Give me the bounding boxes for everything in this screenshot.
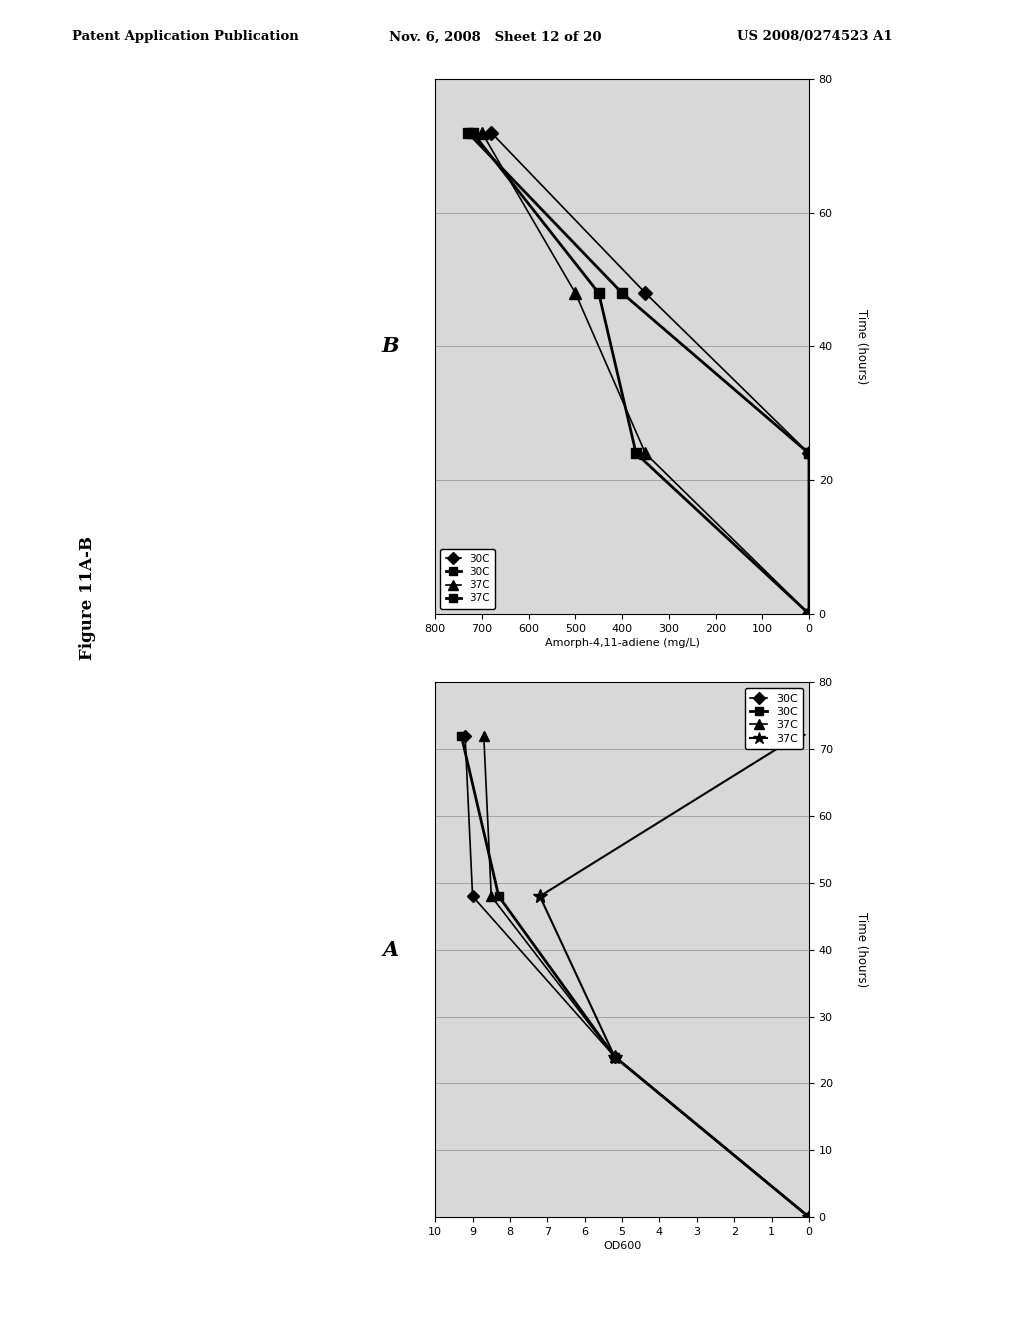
- Y-axis label: Time (hours): Time (hours): [855, 309, 868, 384]
- Text: Patent Application Publication: Patent Application Publication: [72, 30, 298, 44]
- Text: Figure 11A-B: Figure 11A-B: [79, 536, 95, 660]
- Text: B: B: [382, 337, 399, 356]
- X-axis label: Amorph-4,11-adiene (mg/L): Amorph-4,11-adiene (mg/L): [545, 638, 699, 648]
- Legend: 30C, 30C, 37C, 37C: 30C, 30C, 37C, 37C: [744, 688, 804, 750]
- Text: Nov. 6, 2008   Sheet 12 of 20: Nov. 6, 2008 Sheet 12 of 20: [389, 30, 602, 44]
- Legend: 30C, 30C, 37C, 37C: 30C, 30C, 37C, 37C: [440, 549, 496, 609]
- Text: A: A: [382, 940, 398, 960]
- Text: US 2008/0274523 A1: US 2008/0274523 A1: [737, 30, 893, 44]
- Y-axis label: Time (hours): Time (hours): [855, 912, 868, 987]
- X-axis label: OD600: OD600: [603, 1241, 641, 1251]
